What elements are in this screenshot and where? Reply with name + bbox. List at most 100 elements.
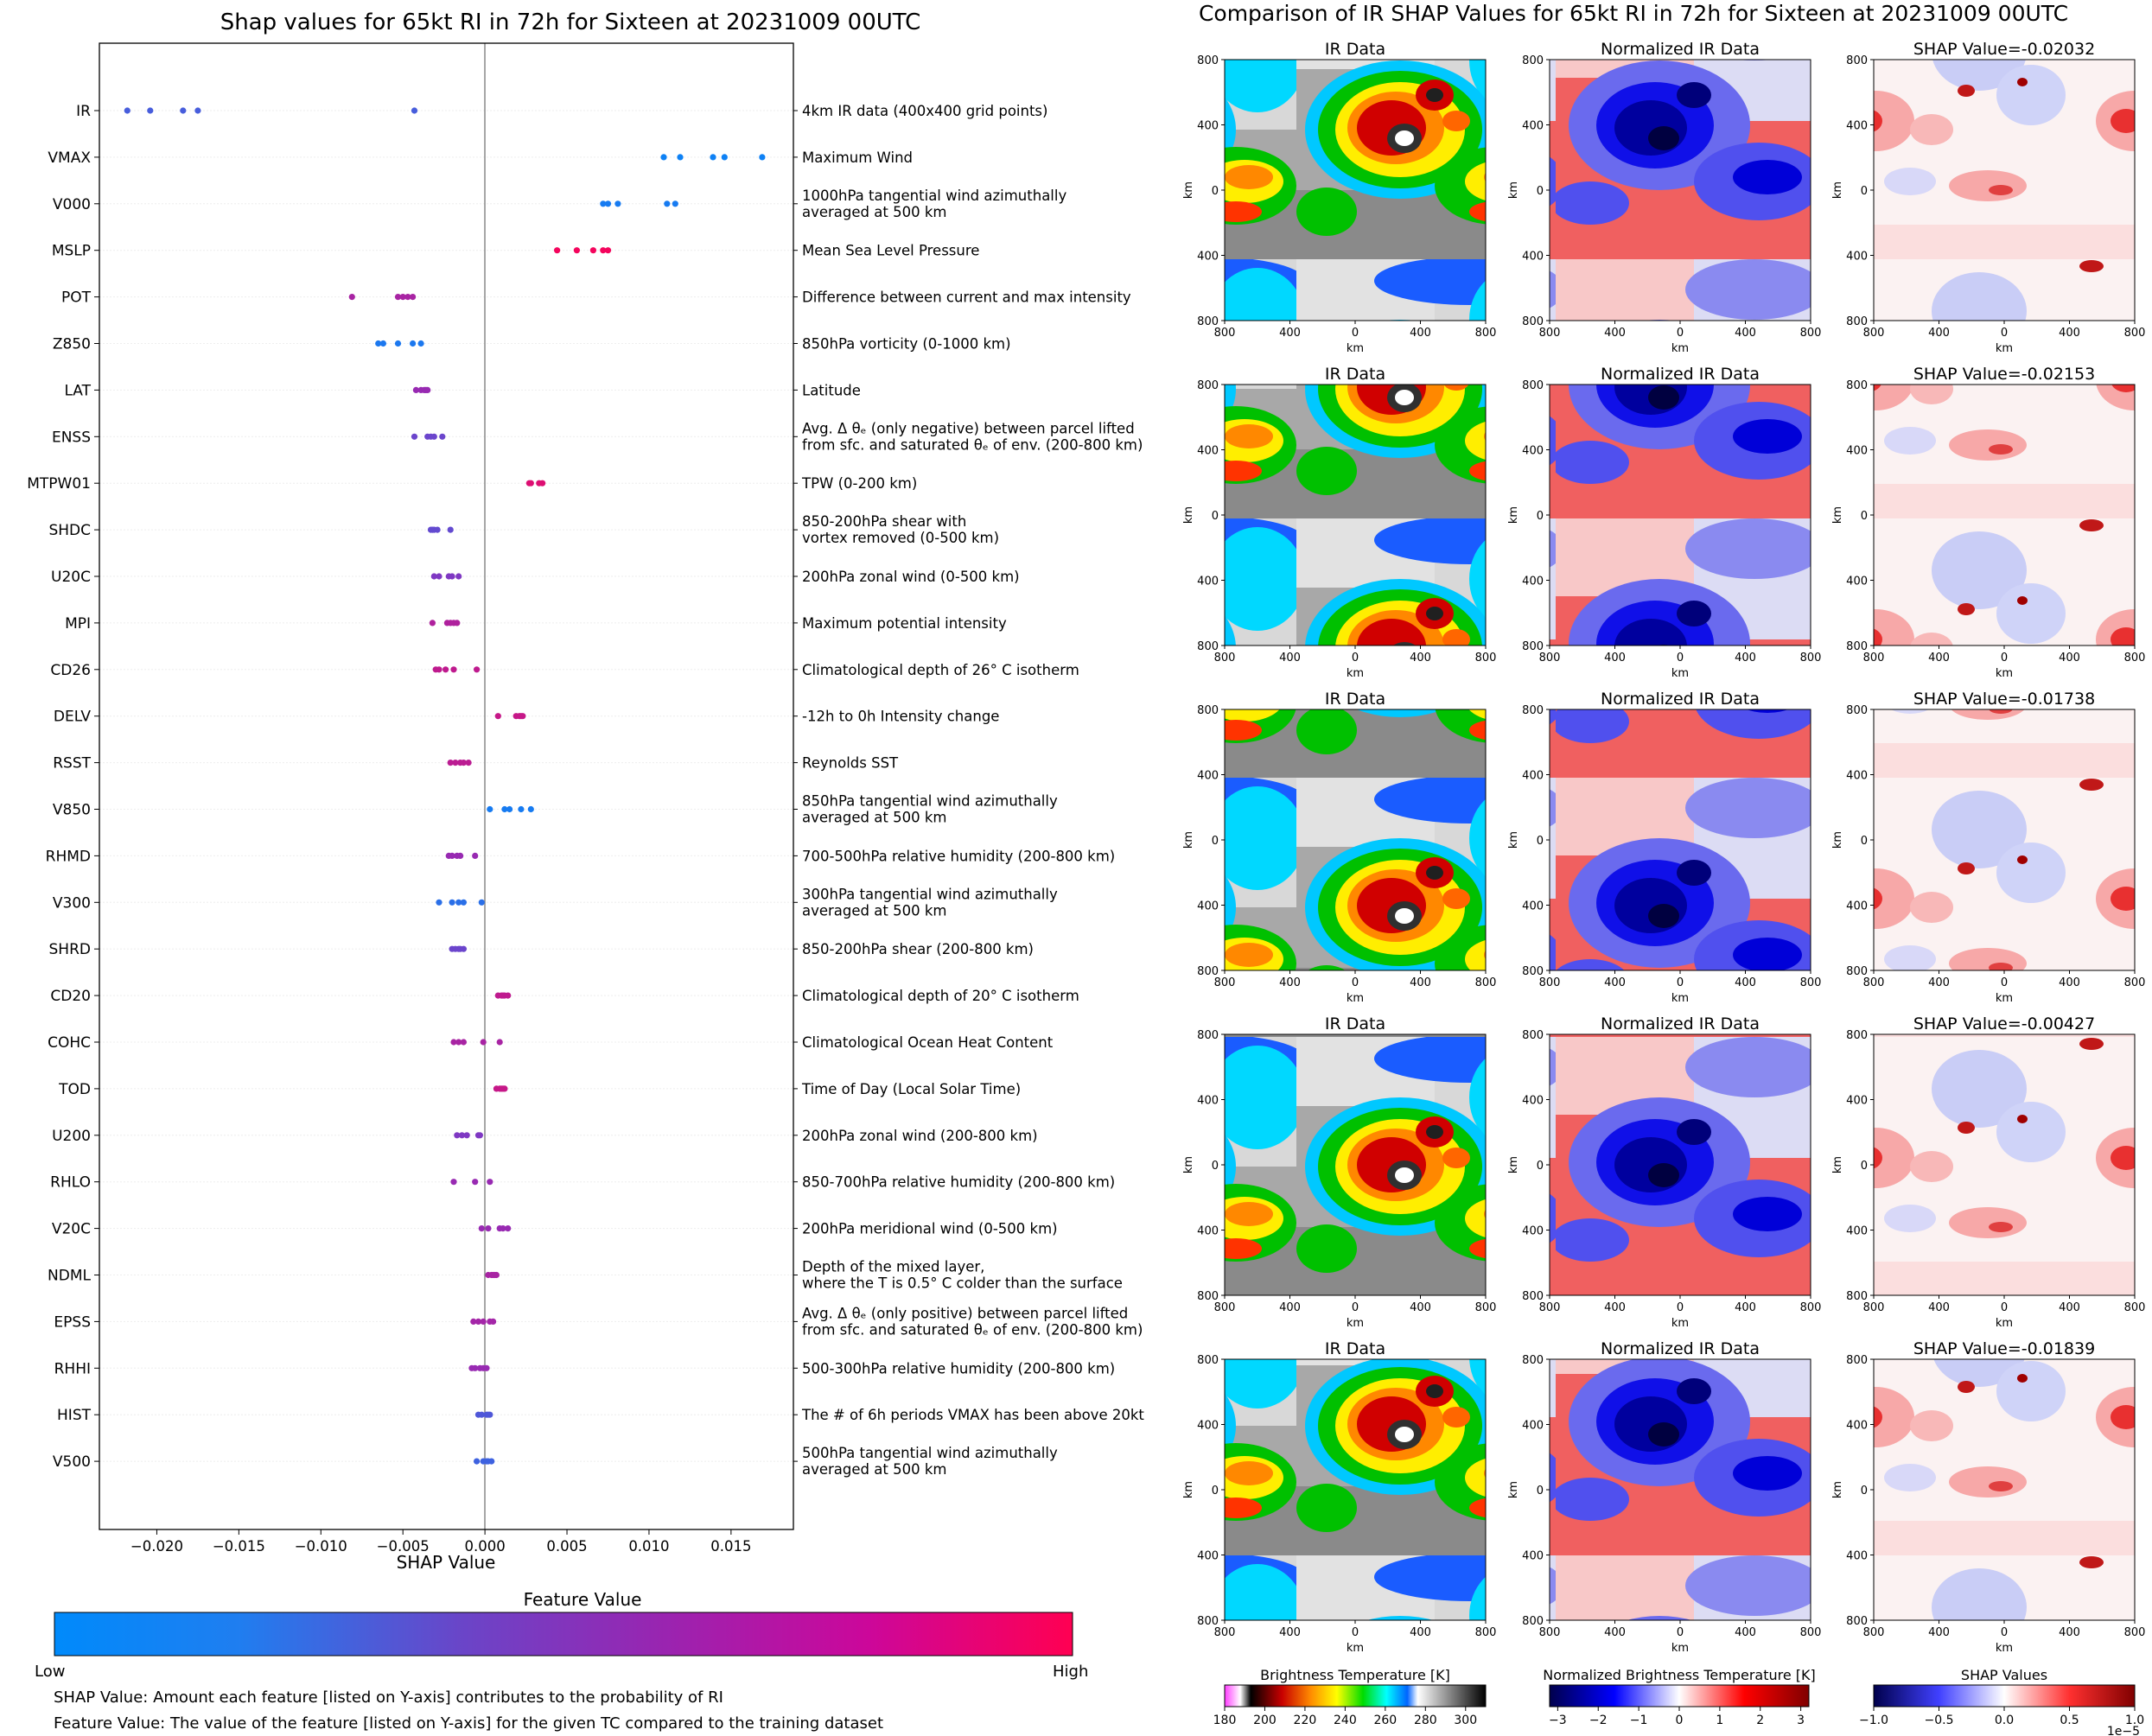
- colorbar-tick-label: 3: [1797, 1714, 1805, 1727]
- normalized-ir-panel-1: Normalized IR Data8008004004000040040080…: [1507, 40, 1821, 355]
- feature-desc-v500: averaged at 500 km: [802, 1461, 946, 1478]
- x-tick-label: 400: [1604, 1301, 1626, 1314]
- x-axis-label: km: [1996, 1642, 2013, 1655]
- x-tick-label: 0: [1352, 327, 1359, 340]
- x-tick-label: 800: [2124, 1626, 2146, 1639]
- x-tick-label: 800: [1475, 1626, 1497, 1639]
- x-tick-label: 400: [1604, 327, 1626, 340]
- x-tick-label: 400: [2059, 1626, 2080, 1639]
- shap-point-pot: [404, 294, 411, 301]
- shap-point-mpi: [454, 620, 461, 626]
- feature-desc-v300: averaged at 500 km: [802, 902, 946, 919]
- feature-label-mpi: MPI: [65, 615, 91, 633]
- shap-point-v300: [478, 899, 485, 906]
- x-tick-label: 0: [1352, 652, 1359, 665]
- y-tick-label: 800: [1522, 379, 1544, 392]
- feature-label-rsst: RSST: [53, 755, 91, 773]
- shap-point-u200: [458, 1132, 466, 1139]
- shap-point-rhhi: [483, 1364, 490, 1371]
- x-tick-label: 800: [1800, 327, 1822, 340]
- colorbar-tick-label: 300: [1454, 1714, 1477, 1727]
- y-tick-label: 0: [1212, 185, 1219, 198]
- shap-point-vmax: [677, 154, 684, 161]
- x-axis-label: km: [1347, 1642, 1364, 1655]
- y-tick-label: 800: [1197, 965, 1219, 978]
- x-tick-label: 400: [1735, 327, 1756, 340]
- normalized-ir-title: Normalized IR Data: [1601, 690, 1760, 709]
- shap-point-z850: [394, 340, 402, 347]
- shap-map-panel-1: SHAP Value=-0.02032800800400400004004008…: [1831, 40, 2145, 355]
- y-tick-label: 400: [1197, 575, 1219, 588]
- shap-point-rsst: [452, 760, 459, 766]
- x-tick-label: 400: [1410, 976, 1431, 989]
- x-tick-label: 400: [1928, 652, 1950, 665]
- colorbar-tick-label: −0.5: [1925, 1714, 1954, 1727]
- shap-point-enss: [439, 433, 446, 440]
- shap-point-v300: [455, 899, 462, 906]
- feature-desc-cd26: Climatological depth of 26° C isotherm: [802, 662, 1079, 678]
- normalized-ir-image: [1549, 384, 1811, 646]
- y-tick-label: 400: [1522, 1550, 1544, 1563]
- shap-point-hist: [478, 1411, 485, 1418]
- y-tick-label: 800: [1197, 704, 1219, 717]
- feature-label-epss: EPSS: [54, 1313, 91, 1331]
- shap-point-tod: [501, 1085, 508, 1092]
- y-tick-label: 400: [1522, 1225, 1544, 1238]
- x-tick-label: 400: [1410, 1301, 1431, 1314]
- x-tick-label: 800: [1214, 652, 1236, 665]
- normalized-ir-image: [1549, 709, 1811, 971]
- y-tick-label: 0: [1537, 510, 1544, 523]
- x-tick-label: 800: [1214, 976, 1236, 989]
- shap-map-title: SHAP Value=-0.02153: [1913, 365, 2095, 384]
- colorbar-tick-label: 260: [1373, 1714, 1397, 1727]
- feature-desc-v850: 850hPa tangential wind azimuthally: [802, 793, 1058, 810]
- xtick-label: −0.005: [377, 1538, 430, 1555]
- ir-data-image: [1224, 384, 1487, 646]
- feature-label-ndml: NDML: [48, 1268, 91, 1285]
- y-axis-label: km: [1507, 181, 1520, 199]
- y-tick-label: 400: [1197, 1225, 1219, 1238]
- colorbar-tick-label: 1: [1716, 1714, 1723, 1727]
- shap-colorbar-bar: [1873, 1684, 2136, 1707]
- colorbar-title: Feature Value: [524, 1589, 642, 1610]
- shap-point-cohc: [450, 1039, 457, 1046]
- x-tick-label: 800: [2124, 327, 2146, 340]
- x-tick-label: 800: [2124, 1301, 2146, 1314]
- feature-desc-rhlo: 850-700hPa relative humidity (200-800 km…: [802, 1174, 1115, 1191]
- y-tick-label: 800: [1522, 1290, 1544, 1303]
- x-tick-label: 400: [1410, 1626, 1431, 1639]
- feature-desc-shdc: 850-200hPa shear with: [802, 513, 966, 530]
- x-tick-label: 800: [1800, 652, 1822, 665]
- shap-map-panel-5: SHAP Value=-0.01839800800400400004004008…: [1831, 1339, 2145, 1655]
- feature-desc-shdc: vortex removed (0-500 km): [802, 530, 999, 546]
- shap-point-ir: [194, 107, 201, 114]
- right-title: Comparison of IR SHAP Values for 65kt RI…: [1199, 1, 2068, 26]
- x-tick-label: 400: [1735, 1301, 1756, 1314]
- x-tick-label: 400: [1928, 1626, 1950, 1639]
- colorbar-tick-label: −1.0: [1859, 1714, 1888, 1727]
- ir-data-title: IR Data: [1325, 690, 1385, 709]
- shap-point-mslp: [573, 247, 581, 254]
- feature-label-v20c: V20C: [52, 1221, 91, 1238]
- feature-desc-lat: Latitude: [802, 382, 861, 398]
- normalized-ir-image: [1549, 1033, 1811, 1296]
- shap-point-epss: [490, 1318, 497, 1325]
- y-tick-label: 400: [1197, 120, 1219, 133]
- shap-point-lat: [412, 386, 419, 393]
- y-tick-label: 400: [1522, 1420, 1544, 1433]
- shap-point-rhmd: [449, 852, 455, 860]
- y-tick-label: 400: [1846, 575, 1868, 588]
- y-tick-label: 0: [1861, 510, 1868, 523]
- feature-desc-v500: 500hPa tangential wind azimuthally: [802, 1445, 1058, 1461]
- x-axis-label: km: [1996, 667, 2013, 680]
- x-tick-label: 400: [1279, 327, 1301, 340]
- shap-point-enss: [411, 433, 418, 440]
- x-tick-label: 0: [2001, 652, 2008, 665]
- y-tick-label: 0: [1861, 835, 1868, 848]
- shap-point-hist: [487, 1411, 493, 1418]
- y-tick-label: 800: [1846, 640, 1868, 653]
- x-tick-label: 800: [1539, 976, 1561, 989]
- feature-desc-u20c: 200hPa zonal wind (0-500 km): [802, 569, 1020, 585]
